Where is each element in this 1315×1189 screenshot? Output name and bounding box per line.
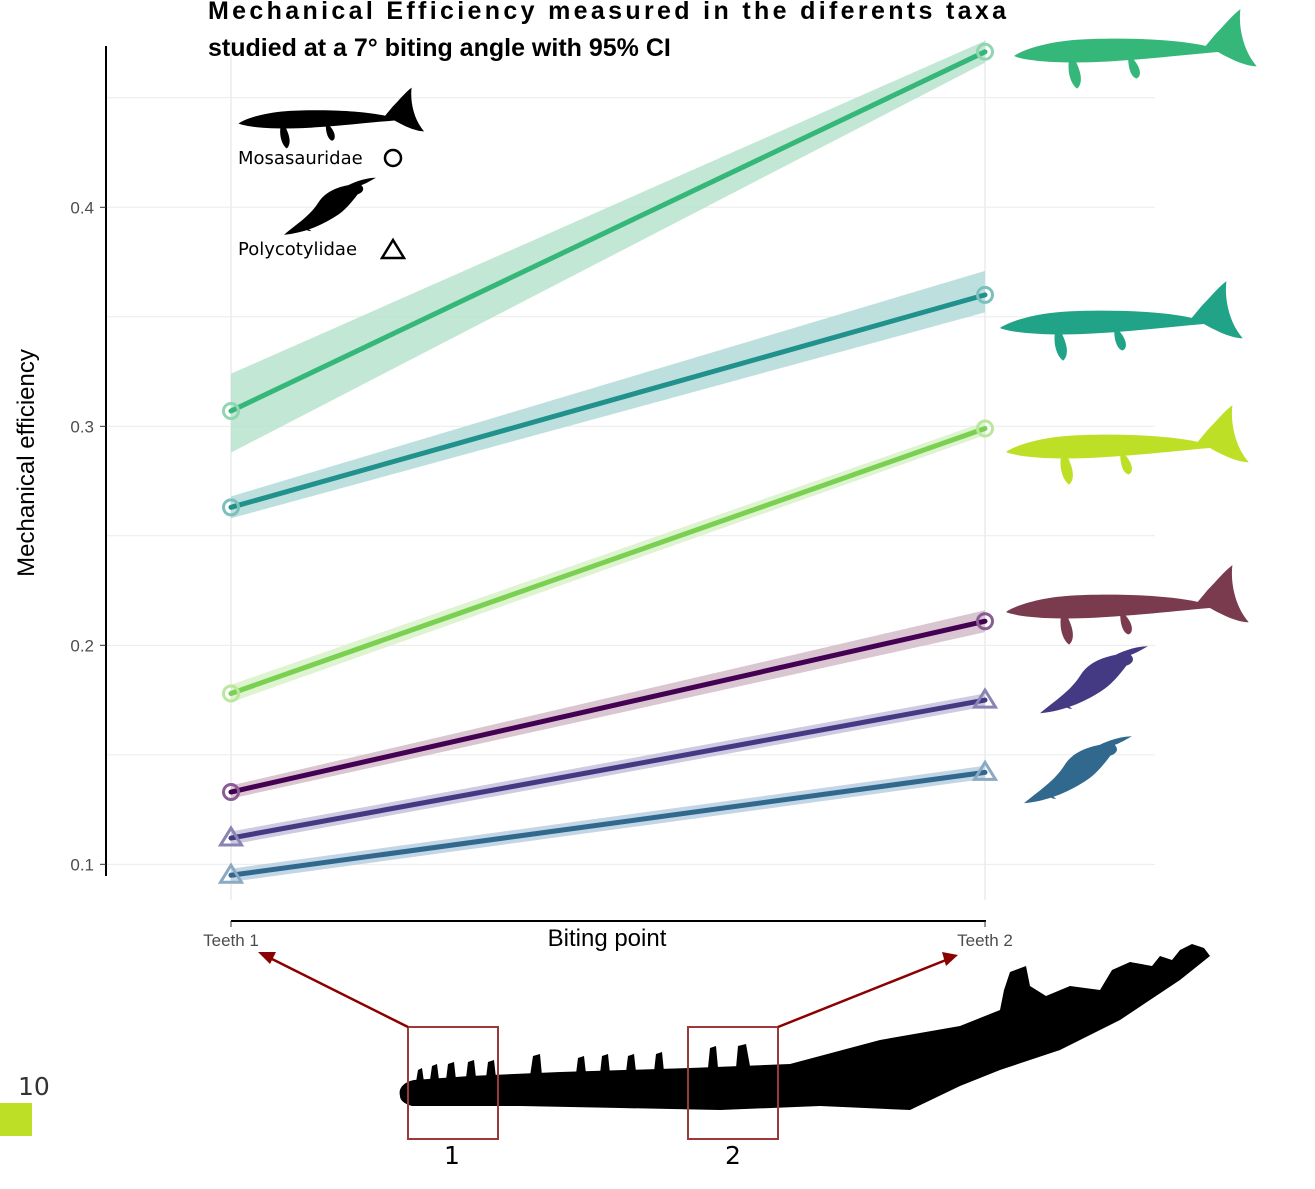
grid-lines <box>106 40 1155 900</box>
silhouette-plesiosaur-2 <box>1024 736 1132 804</box>
box-label-1: 1 <box>444 1141 460 1170</box>
circle-marker <box>222 783 240 802</box>
y-tick-label: 0.2 <box>70 636 94 655</box>
silhouette-mosasaur-2 <box>999 281 1243 361</box>
legend-mosasaur-silhouette <box>238 87 425 149</box>
silhouette-plesiosaur-1 <box>1040 646 1148 714</box>
arrowhead-teeth-1 <box>258 952 276 964</box>
ci-band <box>231 270 985 519</box>
legend: Mosasauridae Polycotylidae <box>238 87 425 260</box>
x-tick-label: Teeth 2 <box>957 931 1013 950</box>
series-lines <box>228 49 988 878</box>
x-tick-label: Teeth 1 <box>203 931 259 950</box>
circle-marker <box>222 401 240 420</box>
circle-marker <box>222 498 240 517</box>
jaw-illustration: 1 2 <box>258 944 1210 1170</box>
y-ticks: 0.1 0.2 0.3 0.4 <box>70 198 106 874</box>
series-line <box>228 697 988 841</box>
biting-point-box-2 <box>687 1026 779 1140</box>
taxa-silhouettes <box>999 9 1257 804</box>
triangle-marker <box>971 759 999 781</box>
jaw-teeth <box>416 1044 750 1082</box>
legend-circle-marker <box>383 148 403 168</box>
legend-label-polycotylidae: Polycotylidae <box>238 239 357 260</box>
biting-point-box-1 <box>407 1026 499 1140</box>
series-line <box>228 292 988 510</box>
series-line <box>228 769 988 878</box>
legend-triangle-marker <box>379 237 407 260</box>
arrow-to-teeth-1 <box>269 956 409 1029</box>
series-line <box>228 618 988 795</box>
y-tick-label: 0.1 <box>70 855 94 874</box>
arrowhead-teeth-2 <box>942 952 958 966</box>
x-ticks: Teeth 1 Teeth 2 <box>203 921 1013 950</box>
circle-marker <box>976 419 994 438</box>
box-label-2: 2 <box>725 1141 741 1170</box>
x-axis-label: Biting point <box>548 925 667 952</box>
triangle-marker <box>217 862 245 884</box>
legend-plesiosaur-silhouette <box>284 177 376 235</box>
triangle-marker <box>217 825 245 847</box>
triangle-marker <box>971 687 999 709</box>
circle-marker <box>976 42 994 61</box>
chart-title-line1: Mechanical Efficiency measured in the di… <box>208 0 1007 25</box>
series-line <box>228 425 988 696</box>
series-markers <box>217 42 999 884</box>
page-number: 10 <box>18 1072 50 1101</box>
silhouette-mosasaur-1 <box>1013 9 1257 89</box>
circle-marker <box>222 684 240 703</box>
circle-marker <box>976 612 994 631</box>
y-tick-label: 0.4 <box>70 198 94 217</box>
circle-marker <box>976 285 994 304</box>
silhouette-mosasaur-4 <box>1005 565 1249 645</box>
series-line <box>228 49 988 414</box>
silhouette-mosasaur-3 <box>1005 405 1249 485</box>
y-tick-label: 0.3 <box>70 417 94 436</box>
chart-title-line2: studied at a 7° biting angle with 95% CI <box>208 34 671 62</box>
arrow-to-teeth-2 <box>777 958 947 1029</box>
page-tab <box>0 1103 32 1136</box>
y-axis-label: Mechanical efficiency <box>13 349 40 577</box>
legend-label-mosasauridae: Mosasauridae <box>238 148 363 169</box>
jaw-silhouette <box>399 944 1210 1110</box>
